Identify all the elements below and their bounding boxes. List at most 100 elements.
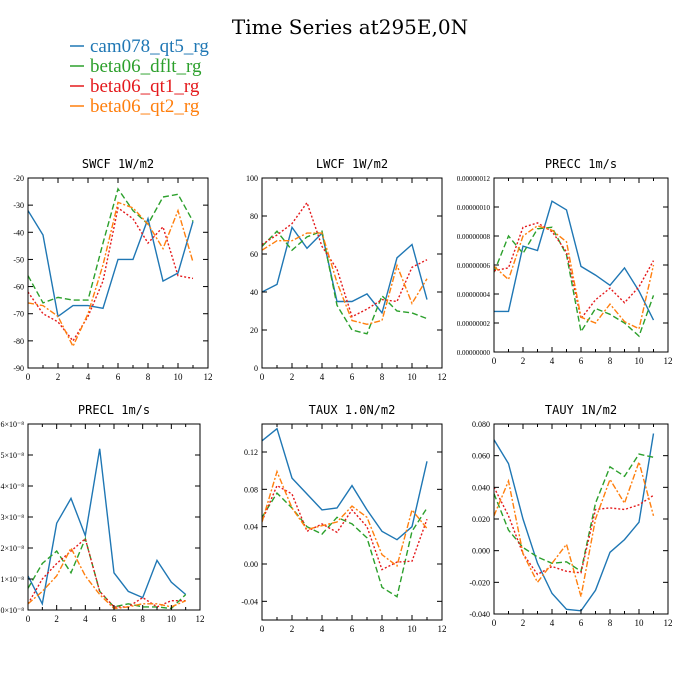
series-line	[28, 187, 194, 304]
y-tick-label: 0.00000004	[457, 291, 491, 299]
series-line	[262, 230, 428, 335]
legend-label: beta06_qt1_rg	[90, 76, 200, 97]
chart-panel: TAUX 1.0N/m2 0 2 4 6 8 10 12 -0.04 0.00 0.04 0.08 0.…	[241, 403, 446, 634]
y-tick-label: 1×10⁻⁸	[0, 575, 24, 584]
legend-entry: beta06_qt1_rg	[70, 76, 200, 97]
series-line	[28, 210, 194, 318]
y-tick-label: -30	[13, 201, 24, 210]
x-tick-label: 12	[438, 624, 447, 634]
x-tick-label: 12	[664, 618, 673, 628]
x-tick-label: 10	[408, 372, 418, 382]
x-tick-label: 0	[26, 372, 31, 382]
y-tick-label: 0.00000000	[457, 349, 491, 357]
x-tick-label: 2	[290, 624, 295, 634]
y-tick-label: 100	[246, 174, 258, 183]
chart-panels: SWCF 1W/m2 0 2 4 6 8 10 12 -90 -80 -70 -60 -50 -40 -30…	[0, 157, 672, 634]
panel-title: TAUY 1N/m2	[545, 403, 617, 417]
x-tick-label: 8	[140, 614, 145, 624]
series-line	[262, 469, 428, 568]
x-tick-label: 12	[196, 614, 205, 624]
x-tick-label: 6	[579, 356, 584, 366]
x-tick-label: 12	[204, 372, 213, 382]
plot-frame	[261, 423, 443, 621]
series-line	[494, 453, 654, 573]
x-tick-label: 2	[521, 356, 526, 366]
series-line	[28, 206, 194, 343]
x-tick-label: 2	[290, 372, 295, 382]
x-tick-label: 10	[408, 624, 418, 634]
chart-panel: TAUY 1N/m2 0 2 4 6 8 10 12 -0.040 -0.020 0.000 0.02…	[469, 403, 672, 628]
y-tick-label: -90	[13, 364, 24, 373]
legend: cam078_qt5_rgbeta06_dflt_rgbeta06_qt1_rg…	[70, 36, 209, 117]
x-tick-label: 10	[635, 618, 645, 628]
y-tick-label: -40	[13, 228, 24, 237]
y-tick-label: -50	[13, 255, 24, 264]
x-tick-label: 8	[608, 356, 613, 366]
x-tick-label: 6	[112, 614, 117, 624]
y-tick-label: 0.060	[472, 452, 490, 461]
x-tick-label: 8	[146, 372, 151, 382]
x-tick-label: 0	[492, 356, 497, 366]
x-tick-label: 0	[260, 624, 265, 634]
y-tick-label: 0.12	[244, 448, 258, 457]
y-tick-label: 60	[250, 250, 258, 259]
y-tick-label: 20	[250, 326, 258, 335]
x-tick-label: 8	[608, 618, 613, 628]
y-tick-label: -20	[13, 174, 24, 183]
plot-frame	[27, 423, 201, 611]
panel-title: LWCF 1W/m2	[316, 157, 388, 171]
y-tick-label: 3×10⁻⁸	[0, 513, 24, 522]
series-line	[28, 537, 186, 608]
y-tick-label: -0.040	[469, 610, 490, 619]
y-tick-label: 0.00000008	[457, 233, 491, 241]
y-tick-label: 0.08	[244, 485, 258, 494]
chart-panel: SWCF 1W/m2 0 2 4 6 8 10 12 -90 -80 -70 -60 -50 -40 -30…	[13, 157, 212, 382]
chart-panel: LWCF 1W/m2 0 2 4 6 8 10 12 0 20 40 60 80 100	[246, 157, 447, 382]
legend-label: beta06_qt2_rg	[90, 96, 200, 117]
y-tick-label: 0	[254, 364, 258, 373]
y-tick-label: 2×10⁻⁸	[0, 544, 24, 553]
y-tick-label: 0.00000006	[457, 262, 491, 270]
y-tick-label: -80	[13, 337, 24, 346]
x-tick-label: 10	[167, 614, 177, 624]
y-tick-label: 5×10⁻⁸	[0, 451, 24, 460]
panel-title: TAUX 1.0N/m2	[309, 403, 396, 417]
series-line	[262, 491, 428, 598]
panel-title: PRECL 1m/s	[78, 403, 150, 417]
x-tick-label: 2	[521, 618, 526, 628]
y-tick-label: 0.040	[472, 483, 490, 492]
x-tick-label: 6	[116, 372, 121, 382]
y-tick-label: -0.020	[469, 578, 490, 587]
series-line	[494, 222, 655, 321]
chart-panel: PRECC 1m/s 0 2 4 6 8 10 12 0.00000000 0.00000002 0…	[457, 157, 673, 366]
series-line	[262, 232, 428, 326]
legend-entry: cam078_qt5_rg	[70, 36, 209, 57]
series-line	[494, 226, 655, 338]
x-tick-label: 4	[86, 372, 91, 382]
y-tick-label: -60	[13, 283, 24, 292]
series-line	[28, 448, 187, 606]
panel-title: SWCF 1W/m2	[82, 157, 154, 171]
panel-title: PRECC 1m/s	[545, 157, 617, 171]
x-tick-label: 4	[83, 614, 88, 624]
x-tick-label: 8	[380, 372, 385, 382]
series-line	[28, 201, 194, 348]
x-tick-label: 4	[320, 624, 325, 634]
y-tick-label: -0.04	[241, 597, 258, 606]
y-tick-label: 0×10⁻⁸	[0, 606, 24, 615]
x-tick-label: 0	[260, 372, 265, 382]
series-line	[494, 200, 655, 321]
y-tick-label: -70	[13, 310, 24, 319]
plot-frame	[493, 423, 669, 615]
y-tick-label: 0.020	[472, 515, 490, 524]
plot-frame	[27, 177, 209, 369]
y-tick-label: 4×10⁻⁸	[0, 482, 24, 491]
x-tick-label: 2	[56, 372, 61, 382]
legend-label: cam078_qt5_rg	[90, 36, 209, 57]
series-line	[262, 201, 428, 318]
chart-panel: PRECL 1m/s 0 2 4 6 8 10 12 0×10⁻⁸ 1×10⁻⁸ 2×10⁻⁸ 3×1…	[0, 403, 204, 624]
x-tick-label: 6	[350, 372, 355, 382]
y-tick-label: 0.00000002	[457, 320, 491, 328]
series-line	[494, 225, 655, 330]
